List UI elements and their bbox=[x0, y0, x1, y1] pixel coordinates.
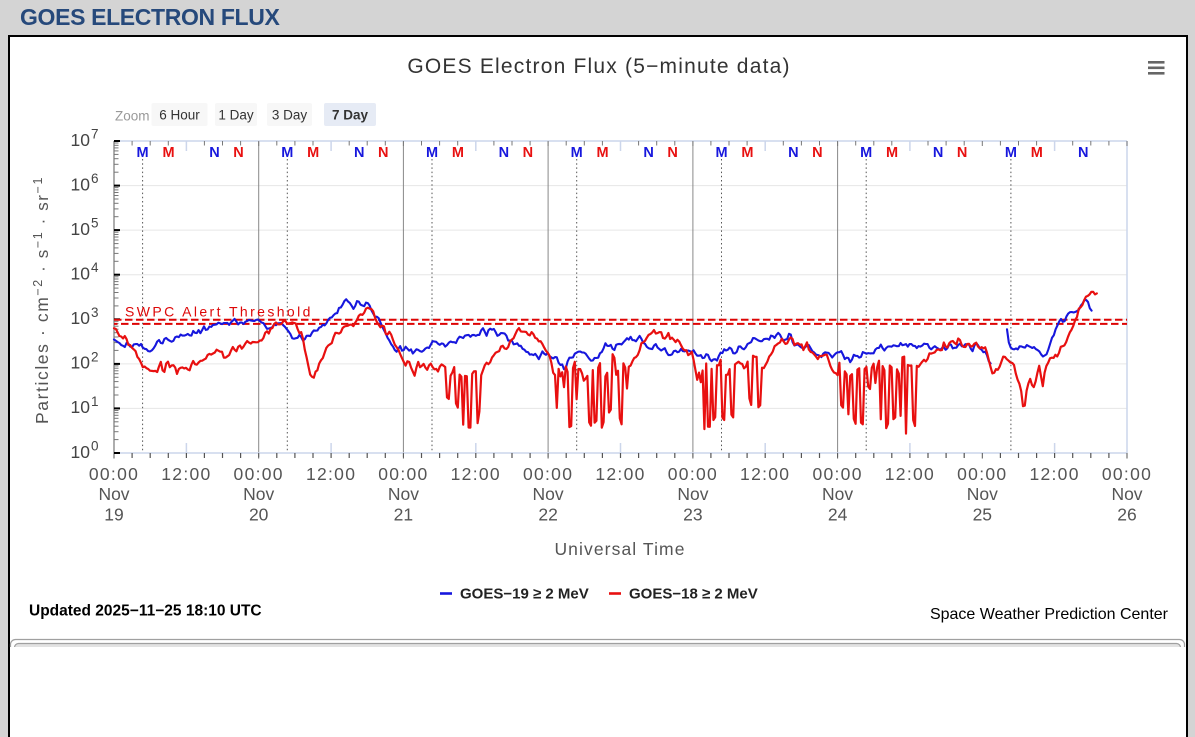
svg-text:N: N bbox=[788, 145, 798, 161]
svg-text:10: 10 bbox=[71, 308, 91, 328]
svg-text:10: 10 bbox=[71, 442, 91, 462]
svg-text:2: 2 bbox=[91, 349, 99, 364]
svg-text:N: N bbox=[233, 145, 243, 161]
svg-text:Universal Time: Universal Time bbox=[554, 539, 685, 559]
svg-text:22: 22 bbox=[538, 505, 557, 525]
svg-text:19: 19 bbox=[104, 505, 123, 525]
svg-text:N: N bbox=[812, 145, 822, 161]
svg-text:M: M bbox=[281, 145, 293, 161]
svg-text:10: 10 bbox=[71, 130, 91, 150]
svg-text:N: N bbox=[957, 145, 967, 161]
svg-text:Nov: Nov bbox=[243, 484, 274, 504]
svg-text:N: N bbox=[643, 145, 653, 161]
svg-text:N: N bbox=[523, 145, 533, 161]
svg-text:M: M bbox=[571, 145, 583, 161]
svg-text:GOES−19 ≥ 2 MeV: GOES−19 ≥ 2 MeV bbox=[460, 586, 589, 603]
svg-text:00:00: 00:00 bbox=[89, 464, 139, 484]
svg-text:10: 10 bbox=[71, 397, 91, 417]
svg-text:Nov: Nov bbox=[1111, 484, 1142, 504]
svg-text:1 Day: 1 Day bbox=[218, 108, 254, 123]
svg-text:Nov: Nov bbox=[967, 484, 998, 504]
svg-text:N: N bbox=[1078, 145, 1088, 161]
svg-text:12:00: 12:00 bbox=[306, 464, 356, 484]
svg-text:6: 6 bbox=[91, 171, 99, 186]
svg-text:12:00: 12:00 bbox=[885, 464, 935, 484]
svg-text:00:00: 00:00 bbox=[668, 464, 718, 484]
svg-text:20: 20 bbox=[249, 505, 269, 525]
svg-text:3 Day: 3 Day bbox=[272, 108, 308, 123]
svg-text:1: 1 bbox=[91, 394, 99, 409]
svg-text:4: 4 bbox=[91, 260, 99, 275]
svg-text:0: 0 bbox=[91, 439, 99, 454]
svg-text:Updated 2025−11−25 18:10 UTC: Updated 2025−11−25 18:10 UTC bbox=[29, 603, 262, 620]
svg-text:SWPC Alert Threshold: SWPC Alert Threshold bbox=[125, 304, 313, 320]
svg-text:M: M bbox=[715, 145, 727, 161]
svg-text:M: M bbox=[1005, 145, 1017, 161]
svg-text:12:00: 12:00 bbox=[595, 464, 645, 484]
svg-text:00:00: 00:00 bbox=[812, 464, 862, 484]
svg-text:10: 10 bbox=[71, 174, 91, 194]
svg-text:12:00: 12:00 bbox=[161, 464, 211, 484]
svg-text:7: 7 bbox=[91, 127, 99, 142]
svg-text:Space Weather Prediction Cente: Space Weather Prediction Center bbox=[930, 606, 1169, 623]
svg-text:M: M bbox=[597, 145, 609, 161]
svg-text:M: M bbox=[452, 145, 464, 161]
svg-text:12:00: 12:00 bbox=[451, 464, 501, 484]
svg-text:N: N bbox=[933, 145, 943, 161]
svg-text:7 Day: 7 Day bbox=[332, 108, 369, 123]
svg-text:Zoom: Zoom bbox=[115, 109, 150, 124]
svg-text:24: 24 bbox=[828, 505, 848, 525]
svg-text:Nov: Nov bbox=[533, 484, 564, 504]
svg-text:M: M bbox=[307, 145, 319, 161]
svg-text:10: 10 bbox=[71, 219, 91, 239]
svg-text:Nov: Nov bbox=[822, 484, 853, 504]
svg-text:M: M bbox=[137, 145, 149, 161]
svg-text:26: 26 bbox=[1117, 505, 1136, 525]
svg-text:GOES Electron Flux (5−minute d: GOES Electron Flux (5−minute data) bbox=[407, 55, 790, 78]
svg-text:N: N bbox=[667, 145, 677, 161]
svg-text:25: 25 bbox=[973, 505, 992, 525]
svg-text:10: 10 bbox=[71, 353, 91, 373]
svg-text:M: M bbox=[162, 145, 174, 161]
svg-text:M: M bbox=[886, 145, 898, 161]
svg-text:Particles · cm−2 · s−1 · sr−1: Particles · cm−2 · s−1 · sr−1 bbox=[31, 176, 52, 424]
svg-text:00:00: 00:00 bbox=[378, 464, 428, 484]
svg-text:3: 3 bbox=[91, 305, 99, 320]
svg-text:N: N bbox=[354, 145, 364, 161]
svg-text:M: M bbox=[860, 145, 872, 161]
svg-text:GOES−18 ≥ 2 MeV: GOES−18 ≥ 2 MeV bbox=[629, 586, 758, 603]
svg-text:12:00: 12:00 bbox=[1029, 464, 1079, 484]
svg-text:M: M bbox=[1031, 145, 1043, 161]
svg-text:N: N bbox=[209, 145, 219, 161]
svg-text:00:00: 00:00 bbox=[957, 464, 1007, 484]
svg-text:Nov: Nov bbox=[388, 484, 419, 504]
svg-text:00:00: 00:00 bbox=[523, 464, 573, 484]
svg-text:00:00: 00:00 bbox=[1102, 464, 1152, 484]
svg-text:N: N bbox=[499, 145, 509, 161]
svg-text:6 Hour: 6 Hour bbox=[159, 108, 200, 123]
svg-text:5: 5 bbox=[91, 216, 99, 231]
svg-text:00:00: 00:00 bbox=[234, 464, 284, 484]
svg-text:10: 10 bbox=[71, 264, 91, 284]
svg-text:M: M bbox=[741, 145, 753, 161]
svg-text:21: 21 bbox=[394, 505, 413, 525]
svg-text:Nov: Nov bbox=[677, 484, 708, 504]
svg-text:12:00: 12:00 bbox=[740, 464, 790, 484]
svg-text:N: N bbox=[378, 145, 388, 161]
svg-text:M: M bbox=[426, 145, 438, 161]
svg-text:23: 23 bbox=[683, 505, 702, 525]
svg-text:Nov: Nov bbox=[98, 484, 129, 504]
